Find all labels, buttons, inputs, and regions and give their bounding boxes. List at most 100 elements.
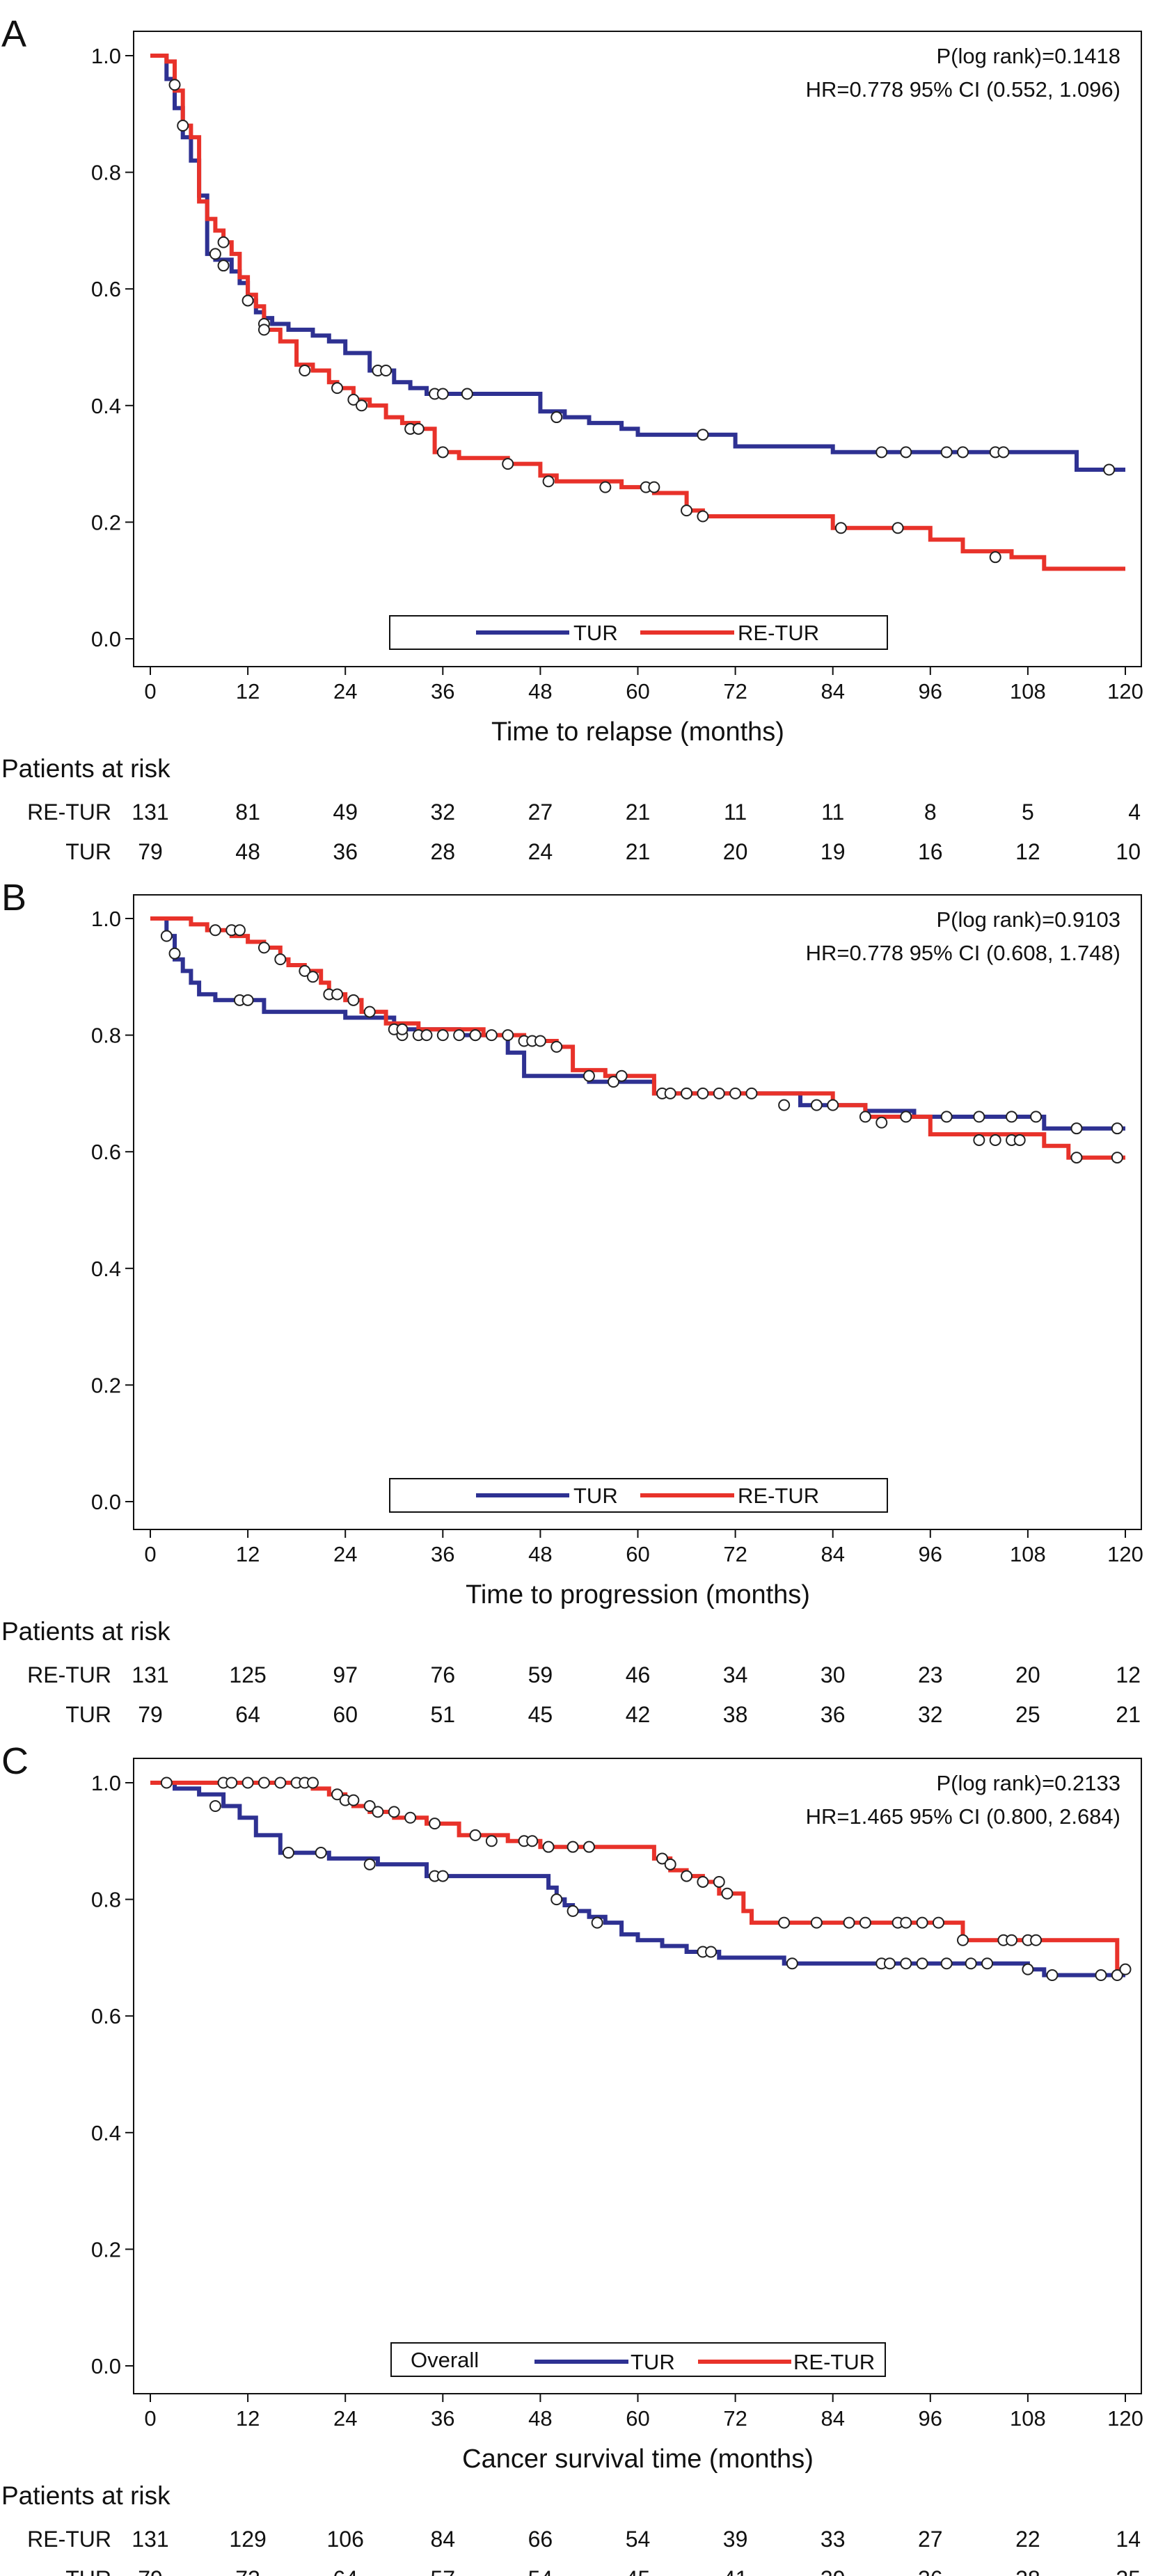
censor-mark-tur [1103,463,1116,476]
x-tick-label: 36 [431,1542,454,1566]
series-line-tur [150,1781,1125,1978]
x-tick-label: 96 [919,2406,942,2431]
x-tick-label: 108 [1010,679,1046,703]
censor-mark-re-tur [810,1916,823,1929]
legend-box [389,615,888,650]
risk-count: 131 [132,1662,168,1687]
censor-mark-re-tur [412,422,425,435]
censor-mark-re-tur [404,1811,417,1824]
censor-mark-tur [1111,1122,1123,1135]
risk-count: 45 [528,1702,553,1727]
censor-mark-tur [916,1957,928,1970]
censor-mark-re-tur [681,1087,693,1099]
censor-mark-tur [705,1946,718,1958]
y-tick-label: 0.6 [91,2004,121,2028]
risk-count: 16 [918,839,943,864]
panel-label: C [1,1740,29,1782]
censor-mark-tur [1111,1969,1123,1982]
risk-count: 32 [431,800,456,825]
censor-mark-re-tur [697,1875,709,1888]
legend-label-re-tur: RE-TUR [738,1484,819,1508]
risk-count: 39 [821,2566,846,2576]
y-tick-label: 1.0 [91,1771,121,1795]
risk-count: 4 [1128,800,1141,825]
censor-mark-re-tur [664,1858,676,1870]
x-tick-label: 24 [333,2406,357,2431]
censor-mark-re-tur [843,1916,855,1929]
risk-row-label-tur: TUR [65,839,111,864]
censor-mark-tur [241,294,254,307]
risk-count: 34 [723,1662,748,1687]
risk-count: 79 [138,839,163,864]
censor-mark-re-tur [550,1040,563,1053]
risk-count: 106 [327,2527,364,2552]
y-tick-label: 0.4 [91,2121,121,2145]
legend-label-tur: TUR [573,1484,618,1508]
censor-mark-re-tur [485,1835,498,1847]
risk-count: 66 [528,2527,553,2552]
censor-mark-tur [729,1087,742,1099]
censor-mark-tur [607,1076,619,1088]
censor-mark-re-tur [257,1776,270,1789]
risk-count: 45 [626,2566,651,2576]
x-tick-label: 12 [236,2406,260,2431]
risk-count: 25 [1015,1702,1040,1727]
censor-mark-tur [485,1029,498,1042]
censor-mark-re-tur [396,1023,409,1035]
censor-mark-tur [380,365,393,377]
censor-mark-re-tur [274,1776,287,1789]
x-axis-title: Time to progression (months) [466,1580,810,1609]
risk-count: 11 [821,800,844,825]
censor-mark-tur [786,1957,798,1970]
risk-count: 36 [918,2566,943,2576]
censor-mark-re-tur [745,1087,758,1099]
legend-title: Overall [411,2348,479,2372]
censor-mark-tur [168,947,181,960]
risk-table-title: Patients at risk [1,2481,171,2510]
y-tick-label: 0.8 [91,1888,121,1912]
risk-count: 84 [431,2527,456,2552]
censor-mark-tur [965,1957,977,1970]
risk-count: 46 [626,1662,651,1687]
x-tick-label: 96 [919,679,942,703]
risk-count: 49 [333,800,358,825]
y-tick-label: 0.4 [91,394,121,418]
y-tick-label: 0.6 [91,1140,121,1164]
risk-count: 54 [626,2527,651,2552]
x-tick-label: 48 [528,2406,552,2431]
censor-mark-tur [1030,1111,1043,1123]
y-tick-label: 0.2 [91,510,121,534]
censor-mark-tur [810,1099,823,1111]
censor-mark-tur [591,1916,603,1929]
risk-count: 24 [528,839,553,864]
y-tick-label: 1.0 [91,907,121,931]
risk-count: 32 [918,1702,943,1727]
plot-frame [133,894,1142,1530]
x-tick-label: 120 [1107,679,1143,703]
censor-mark-re-tur [347,994,360,1006]
censor-mark-re-tur [583,1840,595,1853]
y-tick-label: 0.0 [91,2354,121,2378]
censor-mark-re-tur [363,1005,376,1018]
censor-mark-re-tur [681,504,693,517]
risk-row-label-re-tur: RE-TUR [27,800,111,825]
censor-mark-tur [168,79,181,91]
risk-count: 10 [1116,839,1141,864]
risk-count: 39 [723,2527,748,2552]
risk-count: 64 [333,2566,358,2576]
x-tick-label: 72 [723,2406,747,2431]
censor-mark-re-tur [502,458,514,470]
x-tick-label: 84 [821,2406,844,2431]
legend-label-tur: TUR [631,2350,675,2374]
risk-count: 19 [821,839,846,864]
x-tick-label: 48 [528,679,552,703]
risk-count: 64 [235,1702,260,1727]
censor-mark-re-tur [1030,1934,1043,1946]
censor-mark-re-tur [526,1835,539,1847]
panel-a: A0.00.20.40.60.81.00 12 24 36 48 60 72 84 96 108 1… [1,13,1143,864]
censor-mark-re-tur [225,1776,238,1789]
risk-row-label-tur: TUR [65,2566,111,2576]
risk-count: 48 [235,839,260,864]
censor-mark-re-tur [209,924,221,937]
